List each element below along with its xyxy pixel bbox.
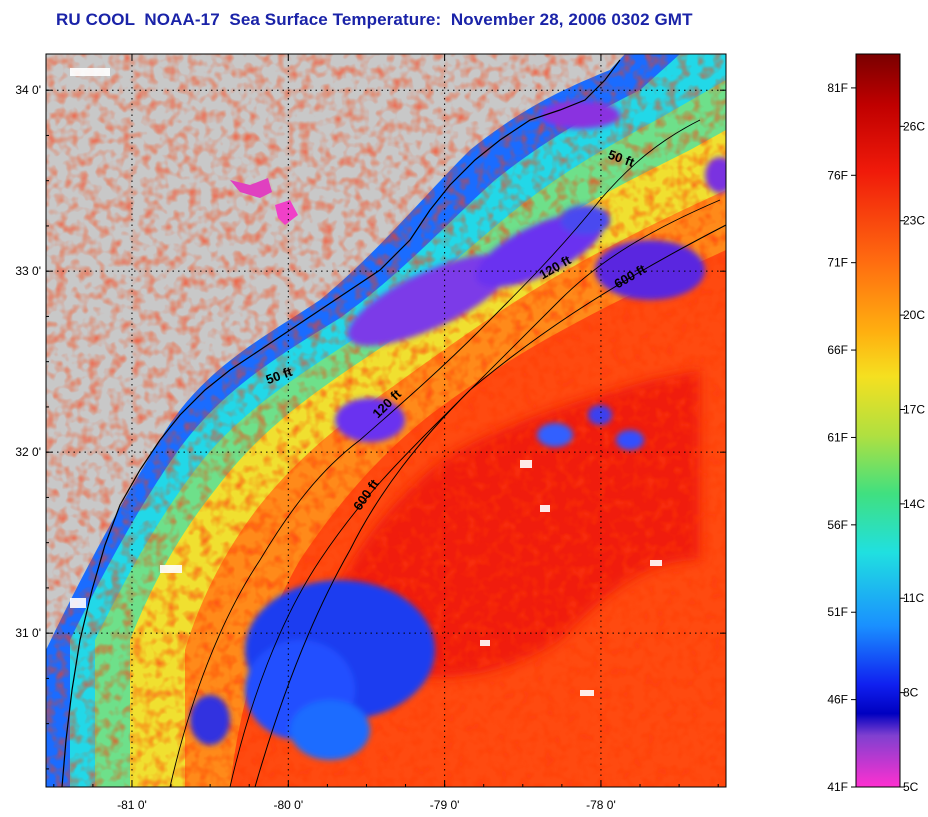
- lon-tick-label-0: -81 0': [117, 798, 147, 812]
- cold-patch-shelf: [347, 254, 513, 346]
- cloud-specks: [70, 68, 662, 696]
- isobath-50ft: [169, 119, 701, 787]
- lon-tick-label-1: -80 0': [273, 798, 303, 812]
- lon-tick-label-2: -79 0': [430, 798, 460, 812]
- map-title: RU COOL NOAA-17 Sea Surface Temperature:…: [56, 10, 693, 29]
- lat-tick-label-3: 34 0': [15, 83, 41, 97]
- graticule: [46, 54, 726, 787]
- isobath-120ft: [229, 199, 721, 787]
- lat-tick-label-2: 33 0': [15, 264, 41, 278]
- lon-tick-label-3: -78 0': [586, 798, 616, 812]
- inland-water-patches: [230, 178, 298, 225]
- lat-tick-label-1: 32 0': [15, 445, 41, 459]
- coastline: [61, 59, 621, 787]
- isobath-600ft: [254, 224, 726, 787]
- map-axes: -81 0' -80 0' -79 0' -78 0' 31 0' 32 0' 33 0' 3…: [15, 54, 726, 812]
- lat-tick-label-0: 31 0': [15, 626, 41, 640]
- cold-patches: [190, 101, 726, 760]
- map-frame: [45, 53, 727, 788]
